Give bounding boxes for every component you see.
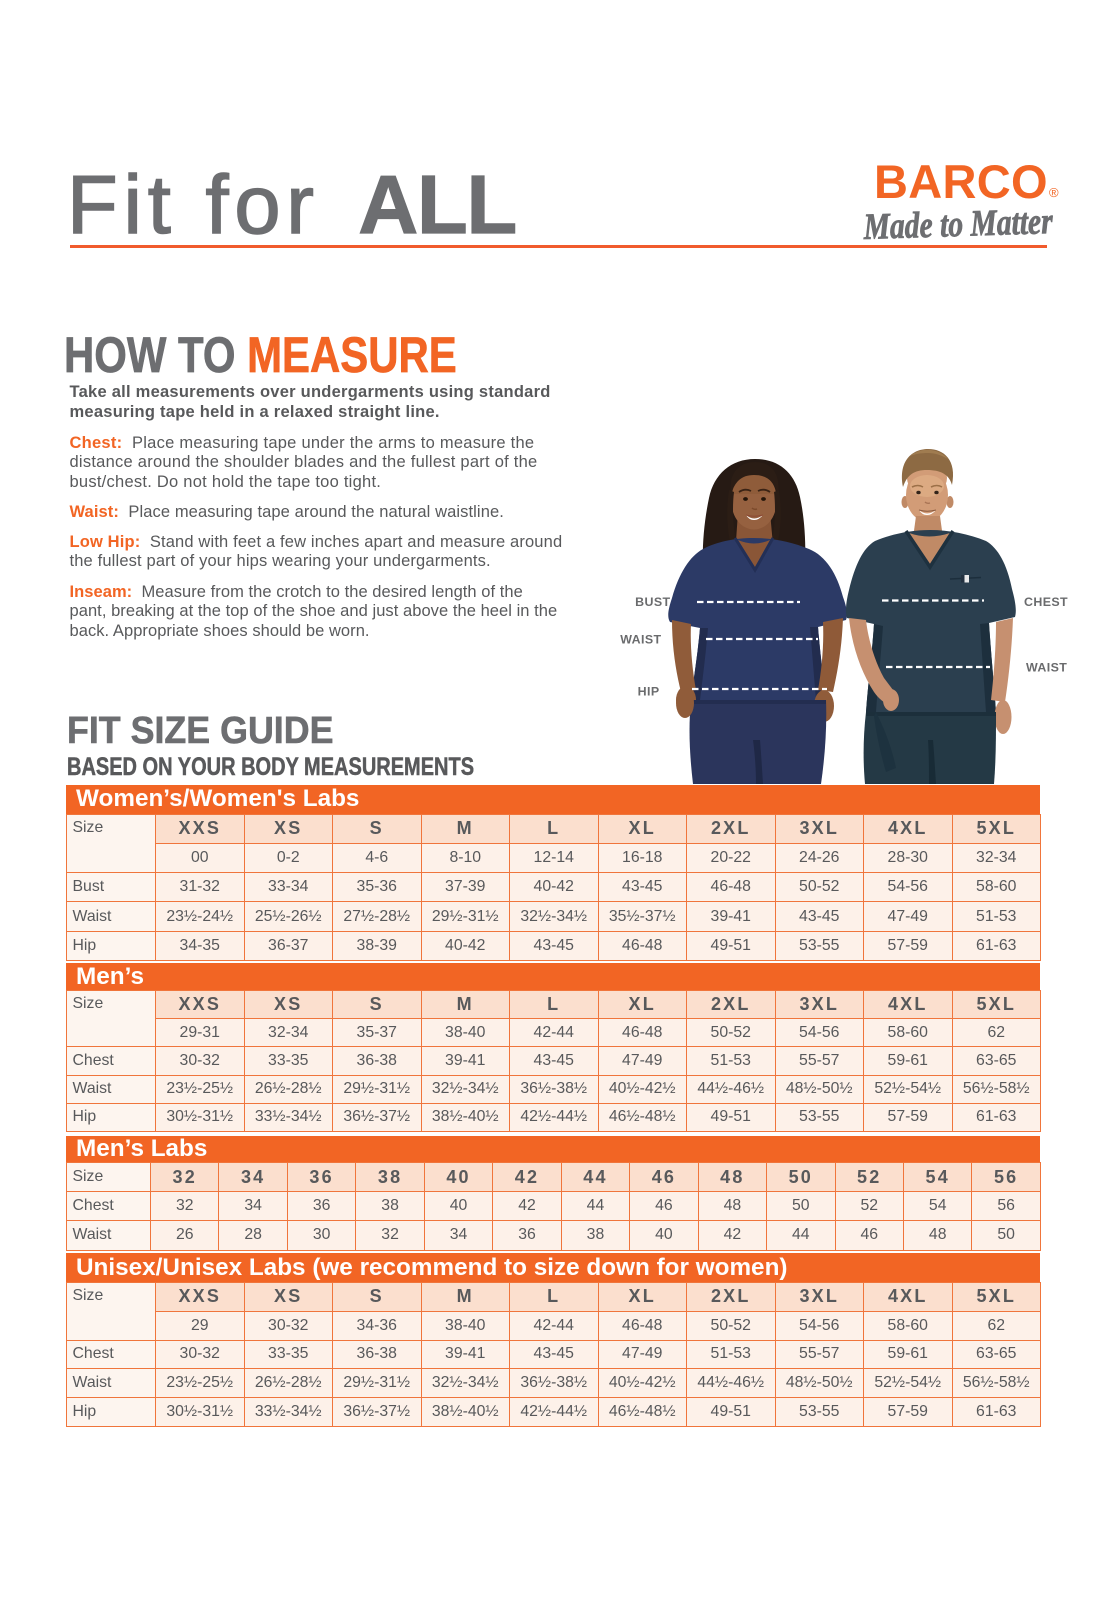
svg-text:CHEST: CHEST [1024, 595, 1068, 609]
svg-text:WAIST: WAIST [1026, 661, 1067, 675]
svg-text:WAIST: WAIST [620, 632, 661, 646]
svg-text:HIP: HIP [638, 685, 660, 699]
svg-text:BUST: BUST [635, 595, 670, 609]
